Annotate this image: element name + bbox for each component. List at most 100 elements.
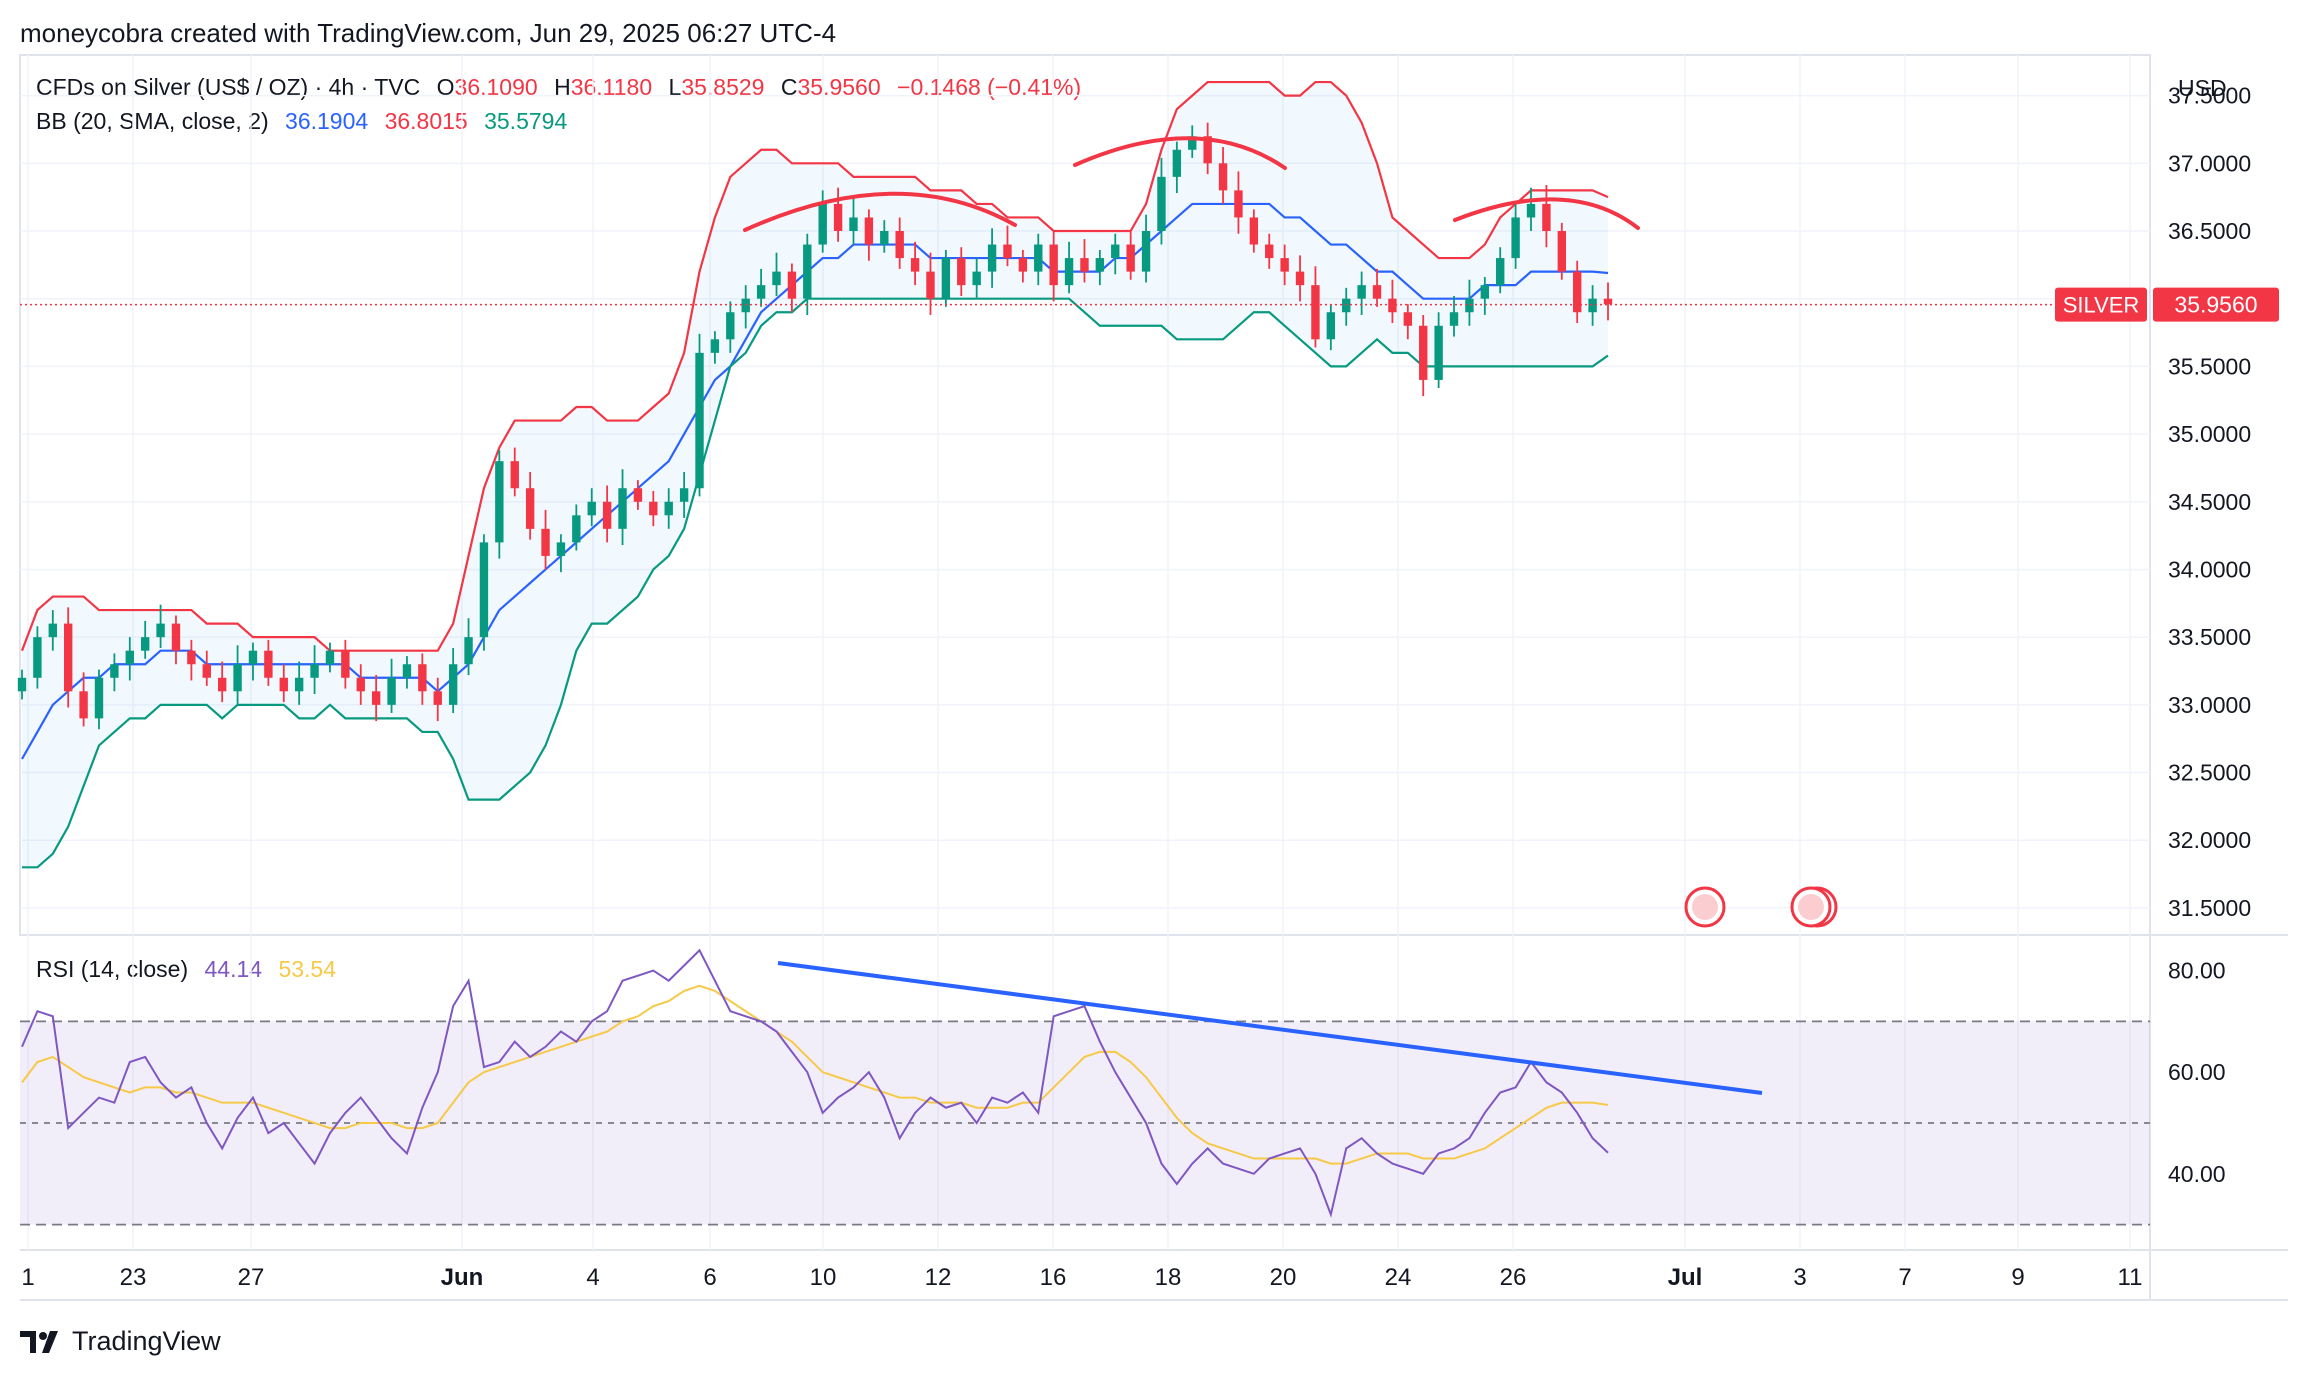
time-tick-label: 24 bbox=[1385, 1264, 1412, 1291]
candle-body bbox=[1511, 217, 1520, 259]
bb-legend: BB (20, SMA, close, 2) 36.1904 36.8015 3… bbox=[36, 108, 577, 135]
time-tick-label: Jun bbox=[441, 1264, 484, 1291]
candle-body bbox=[803, 244, 812, 299]
candle-body bbox=[1218, 163, 1228, 191]
candle-body bbox=[1188, 136, 1197, 150]
candle-body bbox=[1480, 285, 1490, 299]
candle-body bbox=[1403, 312, 1413, 326]
chart-attribution: moneycobra created with TradingView.com,… bbox=[20, 18, 837, 48]
candle-body bbox=[556, 542, 566, 556]
candle-body bbox=[371, 691, 381, 705]
price-tick-label: 35.5000 bbox=[2168, 353, 2251, 379]
candle-body bbox=[1034, 244, 1043, 272]
candle-body bbox=[1357, 285, 1366, 299]
rsi-tick-label: 80.00 bbox=[2168, 958, 2226, 984]
price-tick-label: 34.0000 bbox=[2168, 556, 2251, 582]
head-arc bbox=[1073, 136, 1287, 170]
candle-body bbox=[1126, 244, 1135, 272]
time-tick-label: 23 bbox=[120, 1264, 147, 1291]
candle-body bbox=[602, 501, 612, 529]
candle-body bbox=[572, 515, 581, 543]
candle-body bbox=[125, 650, 134, 665]
us-flag-icon-fill bbox=[1692, 894, 1718, 920]
candle-body bbox=[279, 677, 288, 692]
rsi-ma-value: 53.54 bbox=[278, 956, 337, 982]
candle-body bbox=[217, 677, 227, 692]
price-tick-label: 32.5000 bbox=[2168, 760, 2251, 786]
candle-body bbox=[356, 677, 365, 692]
candle-body bbox=[849, 217, 858, 231]
us-event-markers[interactable] bbox=[1684, 886, 1838, 928]
candle-body bbox=[495, 461, 504, 543]
rsi-band-fill bbox=[20, 1021, 2150, 1225]
price-tick-label: 37.0000 bbox=[2168, 150, 2251, 176]
candle-body bbox=[448, 664, 458, 705]
price-tag-value-bg bbox=[2153, 287, 2279, 322]
time-tick-label: 26 bbox=[1500, 1264, 1527, 1291]
candle-body bbox=[1372, 285, 1382, 299]
candle-body bbox=[1111, 244, 1120, 259]
candle-body bbox=[741, 298, 750, 313]
candle-body bbox=[1064, 258, 1074, 286]
price-tick-label: 33.0000 bbox=[2168, 692, 2251, 718]
candle-body bbox=[233, 664, 242, 692]
price-tick-label: 34.5000 bbox=[2168, 489, 2251, 515]
left-shoulder-arc bbox=[743, 191, 1017, 232]
bb-mid-value: 36.1904 bbox=[285, 108, 369, 134]
rsi-tick-label: 60.00 bbox=[2168, 1059, 2226, 1085]
time-tick-label: 11 bbox=[2118, 1264, 2143, 1291]
time-tick-label: 7 bbox=[1898, 1264, 1911, 1291]
candle-body bbox=[464, 637, 473, 665]
candle-body bbox=[64, 623, 73, 692]
us-flag-icon[interactable] bbox=[1790, 886, 1832, 928]
rsi-axis-ticks: 40.00 60.00 80.00 bbox=[2168, 958, 2226, 1187]
candle-body bbox=[618, 488, 627, 529]
bb-upper-value: 36.8015 bbox=[384, 108, 468, 134]
time-tick-label: 3 bbox=[1793, 1264, 1806, 1291]
pattern-arcs bbox=[743, 136, 1640, 232]
candle-body bbox=[910, 258, 920, 272]
candle-body bbox=[418, 664, 427, 692]
candle-body bbox=[1311, 285, 1320, 340]
tradingview-logo-icon bbox=[20, 1330, 58, 1353]
candle-body bbox=[541, 528, 550, 556]
candle-body bbox=[325, 650, 335, 665]
us-flag-icon-fill bbox=[1798, 894, 1824, 920]
time-tick-label: 16 bbox=[1040, 1264, 1067, 1291]
price-tick-label: 37.5000 bbox=[2168, 83, 2251, 109]
candle-body bbox=[479, 542, 489, 638]
candle-body bbox=[1018, 258, 1028, 272]
candle-body bbox=[1496, 258, 1505, 286]
currency-label: USD bbox=[2178, 75, 2227, 101]
price-tick-label: 36.5000 bbox=[2168, 218, 2251, 244]
candle-body bbox=[17, 677, 27, 692]
candle-body bbox=[1465, 298, 1474, 313]
candle-body bbox=[156, 623, 165, 638]
tradingview-logo[interactable]: TradingView bbox=[20, 1326, 221, 1357]
candle-body bbox=[1172, 149, 1182, 177]
candle-body bbox=[649, 501, 658, 516]
candle-body bbox=[957, 258, 966, 286]
candle-body bbox=[1526, 203, 1536, 218]
candle-body bbox=[972, 271, 981, 286]
right-shoulder-arc bbox=[1453, 197, 1640, 230]
candle-body bbox=[1603, 298, 1613, 305]
candle-body bbox=[926, 271, 935, 299]
rsi-trendline[interactable] bbox=[777, 961, 1763, 1095]
candle-body bbox=[1326, 312, 1336, 340]
candle-body bbox=[664, 501, 673, 516]
candle-body bbox=[787, 271, 797, 299]
candle-body bbox=[310, 664, 319, 678]
price-tag-value: 35.9560 bbox=[2174, 292, 2257, 318]
candle-body bbox=[525, 488, 535, 529]
candle-body bbox=[1280, 258, 1289, 272]
candle-body bbox=[33, 637, 42, 678]
time-tick-label: 10 bbox=[810, 1264, 837, 1291]
time-tick-label: Jul bbox=[1668, 1264, 1703, 1291]
candles bbox=[17, 122, 1613, 730]
us-flag-icon[interactable] bbox=[1684, 886, 1726, 928]
candle-body bbox=[248, 650, 258, 665]
candle-body bbox=[1049, 244, 1058, 286]
candle-body bbox=[818, 203, 827, 245]
